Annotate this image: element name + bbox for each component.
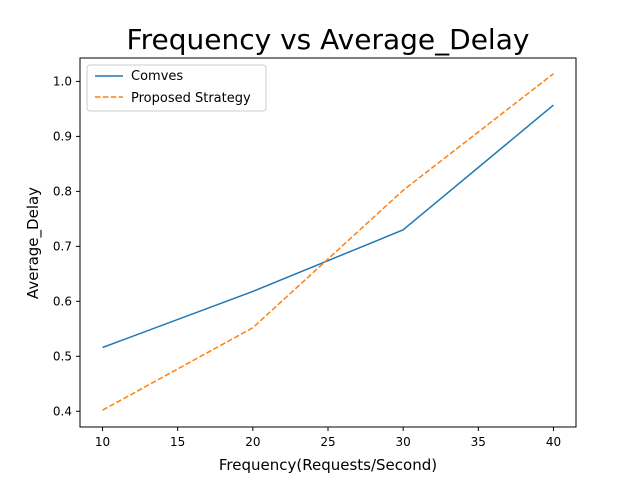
x-tick-label: 30 bbox=[396, 435, 411, 449]
x-tick-label: 10 bbox=[95, 435, 110, 449]
chart-title: Frequency vs Average_Delay bbox=[127, 23, 530, 56]
y-tick-label: 0.6 bbox=[53, 294, 72, 308]
plot-area-frame bbox=[79, 57, 577, 428]
y-tick-label: 0.4 bbox=[53, 404, 72, 418]
series-line-proposed-strategy bbox=[102, 73, 554, 411]
x-axis-label: Frequency(Requests/Second) bbox=[219, 456, 437, 474]
y-tick-label: 0.5 bbox=[53, 349, 72, 363]
y-tick-label: 0.7 bbox=[53, 239, 72, 253]
x-tick-label: 40 bbox=[546, 435, 561, 449]
legend-box bbox=[86, 64, 267, 112]
legend: Comves Proposed Strategy bbox=[86, 64, 267, 112]
legend-label-comves: Comves bbox=[131, 69, 183, 84]
x-tick-label: 20 bbox=[245, 435, 260, 449]
series-line-comves bbox=[102, 104, 554, 349]
x-tick-label: 35 bbox=[471, 435, 486, 449]
x-tick-label: 25 bbox=[320, 435, 335, 449]
y-tick-label: 1.0 bbox=[53, 74, 72, 88]
legend-label-proposed-strategy: Proposed Strategy bbox=[131, 91, 251, 106]
y-tick-label: 0.8 bbox=[53, 184, 72, 198]
series-lines bbox=[102, 73, 554, 411]
y-axis-label: Average_Delay bbox=[24, 187, 43, 299]
y-tick-label: 0.9 bbox=[53, 129, 72, 143]
axis-ticks: 10 15 20 25 30 35 40 0.4 0.5 0.6 0.7 0.8 0.9 1.0 bbox=[53, 74, 561, 449]
x-tick-label: 15 bbox=[170, 435, 185, 449]
